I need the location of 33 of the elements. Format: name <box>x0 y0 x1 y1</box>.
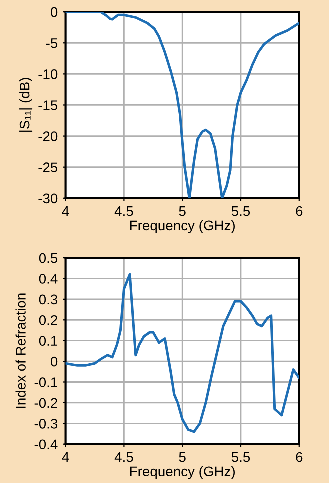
y-tick-label: -5 <box>46 38 58 48</box>
x-tick-label: 5 <box>179 206 186 216</box>
y-tick-label: 0 <box>50 7 58 18</box>
line-series <box>66 273 300 434</box>
y-tick-label: -15 <box>38 100 58 110</box>
y-tick-label: -0.1 <box>34 378 58 388</box>
x-tick-label: 4.5 <box>114 452 134 462</box>
y-axis-title: |S₁₁| (dB) <box>20 78 33 132</box>
x-tick-label: 5.5 <box>232 206 250 216</box>
y-tick-label: -25 <box>38 162 58 173</box>
y-tick-label: 0 <box>50 356 58 367</box>
y-axis-title: Index of Refraction <box>16 294 26 408</box>
y-tick-label: -10 <box>38 70 58 80</box>
y-tick-label: 0.1 <box>39 336 58 346</box>
line-series <box>66 12 300 198</box>
y-tick-label: -30 <box>38 194 58 204</box>
x-tick-label: 5.5 <box>232 452 250 462</box>
x-tick-label: 4 <box>62 452 70 462</box>
y-tick-label: -0.3 <box>34 418 58 429</box>
y-tick-label: -20 <box>38 132 58 142</box>
x-axis-title: Frequency (GHz) <box>130 220 235 234</box>
y-tick-label: 0.4 <box>39 274 58 284</box>
y-tick-label: 0.5 <box>39 253 58 264</box>
x-tick-label: 4 <box>62 206 70 216</box>
x-tick-label: 6 <box>296 452 303 462</box>
x-tick-label: 4.5 <box>114 206 134 216</box>
y-tick-label: 0.3 <box>39 294 58 305</box>
x-axis-title: Frequency (GHz) <box>130 466 235 480</box>
y-tick-label: 0.2 <box>39 315 58 326</box>
x-tick-label: 6 <box>296 206 303 216</box>
x-tick-label: 5 <box>179 452 186 462</box>
y-tick-label: -0.4 <box>34 440 58 450</box>
y-tick-label: -0.2 <box>34 398 58 408</box>
